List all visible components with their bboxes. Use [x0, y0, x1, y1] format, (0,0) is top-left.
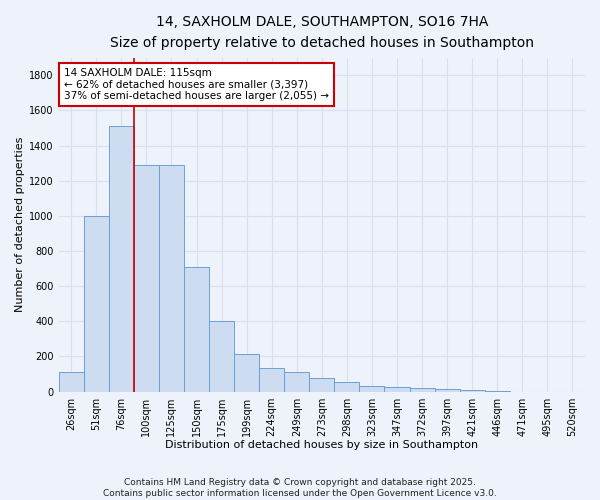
Bar — [309, 378, 334, 392]
Bar — [234, 354, 259, 392]
Bar — [359, 386, 385, 392]
Bar — [159, 165, 184, 392]
Bar — [334, 382, 359, 392]
Bar — [134, 165, 159, 392]
Bar — [209, 322, 234, 392]
X-axis label: Distribution of detached houses by size in Southampton: Distribution of detached houses by size … — [165, 440, 478, 450]
Bar — [434, 389, 460, 392]
Y-axis label: Number of detached properties: Number of detached properties — [15, 137, 25, 312]
Bar — [184, 267, 209, 392]
Bar — [84, 216, 109, 392]
Bar — [259, 368, 284, 392]
Text: 14 SAXHOLM DALE: 115sqm
← 62% of detached houses are smaller (3,397)
37% of semi: 14 SAXHOLM DALE: 115sqm ← 62% of detache… — [64, 68, 329, 101]
Text: Contains HM Land Registry data © Crown copyright and database right 2025.
Contai: Contains HM Land Registry data © Crown c… — [103, 478, 497, 498]
Bar — [109, 126, 134, 392]
Title: 14, SAXHOLM DALE, SOUTHAMPTON, SO16 7HA
Size of property relative to detached ho: 14, SAXHOLM DALE, SOUTHAMPTON, SO16 7HA … — [110, 15, 534, 50]
Bar — [485, 390, 510, 392]
Bar — [410, 388, 434, 392]
Bar — [59, 372, 84, 392]
Bar — [284, 372, 309, 392]
Bar — [460, 390, 485, 392]
Bar — [385, 387, 410, 392]
